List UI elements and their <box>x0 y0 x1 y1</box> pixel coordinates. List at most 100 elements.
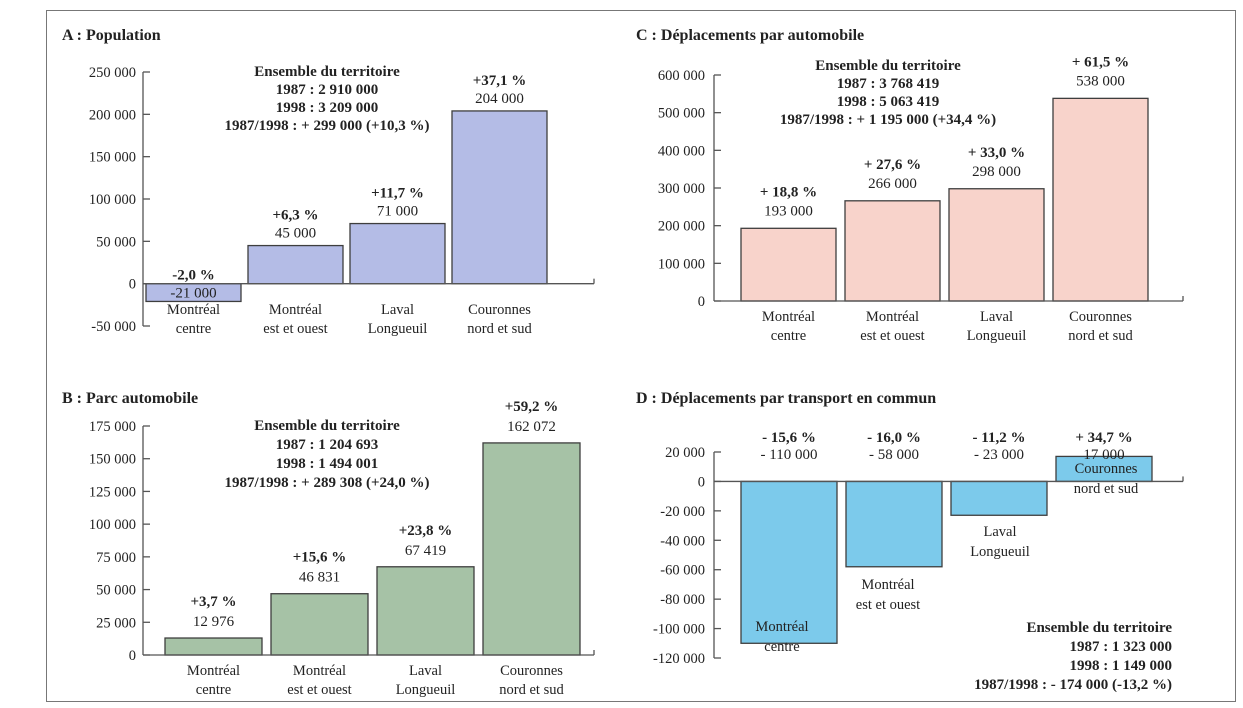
summary-line: Ensemble du territoire <box>815 58 961 74</box>
summary-line: 1987 : 1 204 693 <box>276 437 379 453</box>
category-label: Longueuil <box>396 682 456 698</box>
y-tick-label: 0 <box>698 474 705 490</box>
category-label: Couronnes <box>500 663 563 679</box>
y-tick-label: 150 000 <box>89 452 136 468</box>
y-tick-label: 0 <box>129 277 136 293</box>
category-label: nord et sud <box>499 682 564 698</box>
summary-line: 1998 : 1 494 001 <box>276 456 379 472</box>
summary-line: 1987 : 2 910 000 <box>276 82 379 98</box>
pct-label: - 16,0 % <box>867 430 921 446</box>
category-label: centre <box>196 682 231 698</box>
value-label: 17 000 <box>1083 447 1124 463</box>
pct-label: +11,7 % <box>371 186 424 202</box>
bar <box>844 200 941 302</box>
chart-d: D : Déplacements par transport en commun… <box>636 390 1184 693</box>
value-label: 12 976 <box>193 614 235 630</box>
category-label: centre <box>771 328 806 344</box>
value-label: 67 419 <box>405 543 446 559</box>
summary-line: 1998 : 3 209 000 <box>276 100 379 116</box>
pct-label: + 34,7 % <box>1075 430 1132 446</box>
chart-title: A : Population <box>62 27 161 44</box>
category-label: Couronnes <box>1069 309 1132 325</box>
summary-line: 1987/1998 : + 1 195 000 (+34,4 %) <box>780 112 996 128</box>
category-label: Laval <box>381 302 414 318</box>
summary-line: Ensemble du territoire <box>1026 620 1172 636</box>
category-label: Montréal <box>762 309 815 325</box>
category-label: Laval <box>983 524 1016 540</box>
category-label: nord et sud <box>1068 328 1133 344</box>
y-tick-label: 100 000 <box>658 256 705 272</box>
pct-label: +6,3 % <box>272 208 318 224</box>
value-label: 162 072 <box>507 419 556 435</box>
value-label: 538 000 <box>1076 73 1125 89</box>
pct-label: +23,8 % <box>399 523 453 539</box>
chart-b: B : Parc automobile 175 000 150 000 125 000… <box>62 390 595 698</box>
category-label: Longueuil <box>368 321 428 337</box>
bar <box>270 593 369 656</box>
bar <box>349 222 446 285</box>
category-label: est et ouest <box>287 682 351 698</box>
summary-line: 1998 : 5 063 419 <box>837 94 940 110</box>
bar <box>740 227 837 302</box>
y-tick-label: 500 000 <box>658 106 705 122</box>
pct-label: +37,1 % <box>473 73 527 89</box>
pct-label: + 18,8 % <box>760 184 817 200</box>
category-label: nord et sud <box>1074 481 1139 497</box>
bar <box>845 480 943 568</box>
category-label: Longueuil <box>970 544 1030 560</box>
pct-label: - 15,6 % <box>762 430 816 446</box>
category-label: nord et sud <box>467 321 532 337</box>
value-label: -21 000 <box>170 286 216 302</box>
value-label: 71 000 <box>377 204 418 220</box>
category-label: Montréal <box>269 302 322 318</box>
y-tick-label: -80 000 <box>660 592 705 608</box>
category-label: Laval <box>980 309 1013 325</box>
summary-line: Ensemble du territoire <box>254 418 400 434</box>
y-tick-label: 75 000 <box>96 550 136 566</box>
bar <box>376 566 475 656</box>
pct-label: +15,6 % <box>293 550 347 566</box>
bar <box>950 480 1048 516</box>
bar <box>1055 455 1153 483</box>
y-tick-label: 600 000 <box>658 68 705 84</box>
category-label: Montréal <box>293 663 346 679</box>
value-label: 46 831 <box>299 570 340 586</box>
value-label: - 110 000 <box>761 447 818 463</box>
category-label: Longueuil <box>967 328 1027 344</box>
category-label: est et ouest <box>856 597 920 613</box>
y-tick-label: 200 000 <box>658 219 705 235</box>
summary-line: 1987/1998 : + 299 000 (+10,3 %) <box>225 118 430 134</box>
chart-c: C : Déplacements par automobile 600 000 50… <box>636 27 1184 344</box>
category-label: Montréal <box>167 302 220 318</box>
figure-frame <box>46 10 1236 702</box>
y-tick-label: 200 000 <box>89 107 136 123</box>
y-tick-label: 0 <box>129 648 136 664</box>
value-label: 266 000 <box>868 176 917 192</box>
pct-label: -2,0 % <box>172 268 215 284</box>
bar <box>1052 97 1149 302</box>
y-tick-label: 50 000 <box>96 583 136 599</box>
y-tick-label: 0 <box>698 294 705 310</box>
value-label: 193 000 <box>764 203 813 219</box>
summary-line: 1998 : 1 149 000 <box>1070 658 1173 674</box>
y-tick-label: 100 000 <box>89 192 136 208</box>
bar <box>164 637 263 656</box>
category-label: Couronnes <box>1075 461 1138 477</box>
y-tick-label: 20 000 <box>665 445 705 461</box>
category-label: centre <box>176 321 211 337</box>
summary-line: 1987/1998 : + 289 308 (+24,0 %) <box>225 475 430 491</box>
category-label: Montréal <box>861 577 914 593</box>
category-label: Montréal <box>866 309 919 325</box>
y-tick-label: -50 000 <box>91 319 136 335</box>
pct-label: + 27,6 % <box>864 157 921 173</box>
pct-label: +3,7 % <box>190 594 236 610</box>
summary-line: 1987 : 3 768 419 <box>837 76 940 92</box>
category-label: Montréal <box>755 619 808 635</box>
summary-line: Ensemble du territoire <box>254 64 400 80</box>
bar <box>740 480 838 644</box>
value-label: 204 000 <box>475 91 524 107</box>
bar <box>451 110 548 285</box>
chart-title: D : Déplacements par transport en commun <box>636 390 936 407</box>
chart-title: C : Déplacements par automobile <box>636 27 864 44</box>
